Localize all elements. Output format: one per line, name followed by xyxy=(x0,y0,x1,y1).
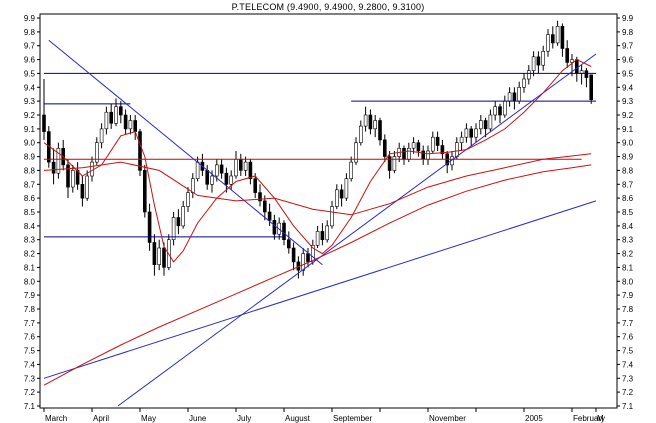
svg-text:7.7: 7.7 xyxy=(24,319,36,328)
svg-text:9.7: 9.7 xyxy=(622,42,634,51)
svg-text:7.2: 7.2 xyxy=(24,388,36,397)
x-label: April xyxy=(93,414,109,423)
svg-text:9.6: 9.6 xyxy=(622,56,634,65)
svg-text:8.7: 8.7 xyxy=(24,180,36,189)
svg-text:8.3: 8.3 xyxy=(24,236,36,245)
x-label: February xyxy=(573,414,605,423)
svg-text:7.4: 7.4 xyxy=(622,360,634,369)
svg-text:8.5: 8.5 xyxy=(24,208,36,217)
svg-text:7.2: 7.2 xyxy=(622,388,634,397)
svg-text:7.3: 7.3 xyxy=(24,374,36,383)
svg-text:9.4: 9.4 xyxy=(24,83,36,92)
svg-text:9.5: 9.5 xyxy=(24,69,36,78)
svg-text:8.0: 8.0 xyxy=(622,277,634,286)
ma-short xyxy=(43,59,592,263)
svg-text:9.1: 9.1 xyxy=(24,125,36,134)
svg-text:9.0: 9.0 xyxy=(622,139,634,148)
svg-text:7.6: 7.6 xyxy=(24,333,36,342)
moving-averages xyxy=(43,59,592,386)
svg-text:9.3: 9.3 xyxy=(622,97,634,106)
svg-text:7.4: 7.4 xyxy=(24,360,36,369)
svg-text:7.7: 7.7 xyxy=(622,319,634,328)
svg-text:8.1: 8.1 xyxy=(24,263,36,272)
svg-text:8.6: 8.6 xyxy=(24,194,36,203)
svg-text:9.0: 9.0 xyxy=(24,139,36,148)
x-axis: March April May June July August September Nove… xyxy=(43,408,605,423)
svg-text:9.9: 9.9 xyxy=(24,14,36,23)
svg-text:8.5: 8.5 xyxy=(622,208,634,217)
svg-text:7.5: 7.5 xyxy=(24,347,36,356)
ascending-trendline-main xyxy=(117,53,597,407)
svg-text:9.1: 9.1 xyxy=(622,125,634,134)
candlestick-series xyxy=(42,20,594,279)
svg-text:9.2: 9.2 xyxy=(622,111,634,120)
svg-text:9.3: 9.3 xyxy=(24,97,36,106)
descending-trendline xyxy=(48,39,323,266)
svg-text:8.9: 8.9 xyxy=(24,153,36,162)
x-label: September xyxy=(333,414,372,423)
svg-text:8.4: 8.4 xyxy=(622,222,634,231)
svg-text:8.3: 8.3 xyxy=(622,236,634,245)
svg-text:7.1: 7.1 xyxy=(24,402,36,411)
svg-text:9.4: 9.4 xyxy=(622,83,634,92)
svg-text:7.8: 7.8 xyxy=(622,305,634,314)
svg-text:9.2: 9.2 xyxy=(24,111,36,120)
x-label: May xyxy=(141,414,156,423)
x-label: June xyxy=(189,414,207,423)
svg-text:8.2: 8.2 xyxy=(24,250,36,259)
svg-text:7.9: 7.9 xyxy=(622,291,634,300)
svg-text:8.9: 8.9 xyxy=(622,153,634,162)
svg-text:7.8: 7.8 xyxy=(24,305,36,314)
svg-text:8.8: 8.8 xyxy=(622,166,634,175)
svg-text:7.1: 7.1 xyxy=(622,402,634,411)
svg-text:9.7: 9.7 xyxy=(24,42,36,51)
x-label: March xyxy=(45,414,67,423)
svg-text:7.9: 7.9 xyxy=(24,291,36,300)
x-label: July xyxy=(237,414,251,423)
y-axis-left: 9.9 9.8 9.7 9.6 9.5 9.4 9.3 9.2 9.1 9.0 8.9 8.8 8.7 8… xyxy=(24,14,40,411)
svg-text:9.9: 9.9 xyxy=(622,14,634,23)
x-label: M xyxy=(597,414,604,423)
ascending-trendline-shallow xyxy=(43,200,597,379)
svg-text:9.8: 9.8 xyxy=(622,28,634,37)
x-label: August xyxy=(285,414,311,423)
svg-text:9.5: 9.5 xyxy=(622,69,634,78)
svg-text:7.6: 7.6 xyxy=(622,333,634,342)
svg-text:8.1: 8.1 xyxy=(622,263,634,272)
svg-text:9.8: 9.8 xyxy=(24,28,36,37)
svg-text:8.7: 8.7 xyxy=(622,180,634,189)
x-label: 2005 xyxy=(525,414,543,423)
svg-text:8.0: 8.0 xyxy=(24,277,36,286)
chart-title: P.TELECOM (9.4900, 9.4900, 9.2800, 9.310… xyxy=(231,2,425,12)
svg-text:9.6: 9.6 xyxy=(24,56,36,65)
ma-mid xyxy=(43,153,592,216)
x-label: November xyxy=(429,414,466,423)
svg-text:8.6: 8.6 xyxy=(622,194,634,203)
svg-text:8.4: 8.4 xyxy=(24,222,36,231)
svg-text:8.2: 8.2 xyxy=(622,250,634,259)
ma-long xyxy=(43,164,592,386)
svg-text:7.3: 7.3 xyxy=(622,374,634,383)
svg-text:7.5: 7.5 xyxy=(622,347,634,356)
svg-text:8.8: 8.8 xyxy=(24,166,36,175)
trendlines xyxy=(43,39,597,407)
y-axis-right: 9.9 9.8 9.7 9.6 9.5 9.4 9.3 9.2 9.1 9.0 8.9 8.8 8.7 8… xyxy=(617,14,634,411)
